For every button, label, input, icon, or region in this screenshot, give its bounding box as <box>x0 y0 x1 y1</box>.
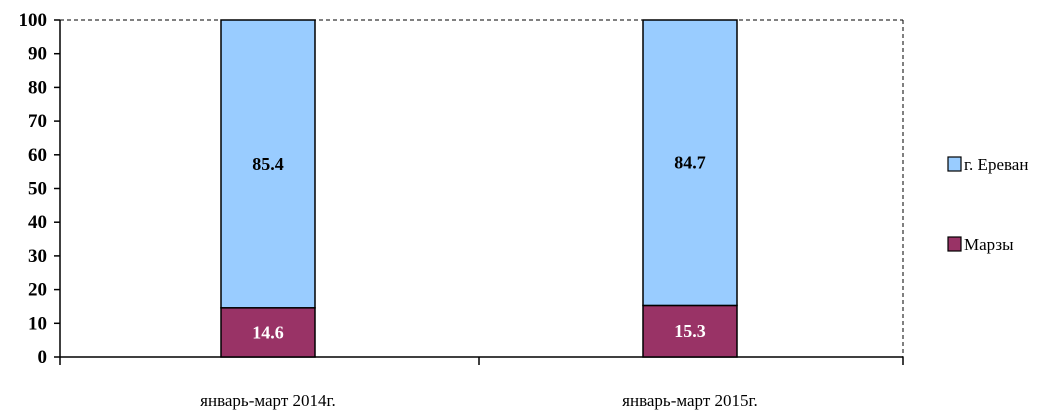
plot-frame <box>60 19 904 357</box>
y-tick-label: 50 <box>28 179 47 200</box>
y-tick-label: 80 <box>28 77 47 98</box>
y-tick-label: 70 <box>28 111 47 132</box>
y-tick-label: 90 <box>28 44 47 65</box>
x-category-label: январь-март 2015г. <box>622 391 758 410</box>
y-tick-label: 30 <box>28 246 47 267</box>
y-tick-label: 60 <box>28 145 47 166</box>
y-tick-label: 0 <box>38 347 48 368</box>
y-tick-label: 100 <box>19 10 48 31</box>
y-tick-label: 10 <box>28 313 47 334</box>
legend-label: г. Ереван <box>964 155 1028 174</box>
data-label: 15.3 <box>674 321 706 341</box>
y-tick-label: 40 <box>28 212 47 233</box>
data-label: 85.4 <box>252 154 284 174</box>
y-axis: 0 10 20 30 40 50 60 70 80 90 100 <box>19 10 61 368</box>
x-axis: январь-март 2014г. январь-март 2015г. <box>59 356 904 410</box>
x-category-label: январь-март 2014г. <box>200 391 336 410</box>
bar-segment <box>220 19 316 309</box>
bar-segment <box>642 19 738 307</box>
data-label: 84.7 <box>674 153 706 173</box>
bars: 14.6 85.4 15.3 84.7 <box>220 19 738 358</box>
y-tick-label: 20 <box>28 280 47 301</box>
legend-swatch <box>947 156 962 172</box>
data-label: 14.6 <box>252 322 284 342</box>
legend-label: Марзы <box>964 235 1014 254</box>
legend: г. Ереван Марзы <box>947 155 1028 254</box>
legend-swatch <box>947 236 962 252</box>
